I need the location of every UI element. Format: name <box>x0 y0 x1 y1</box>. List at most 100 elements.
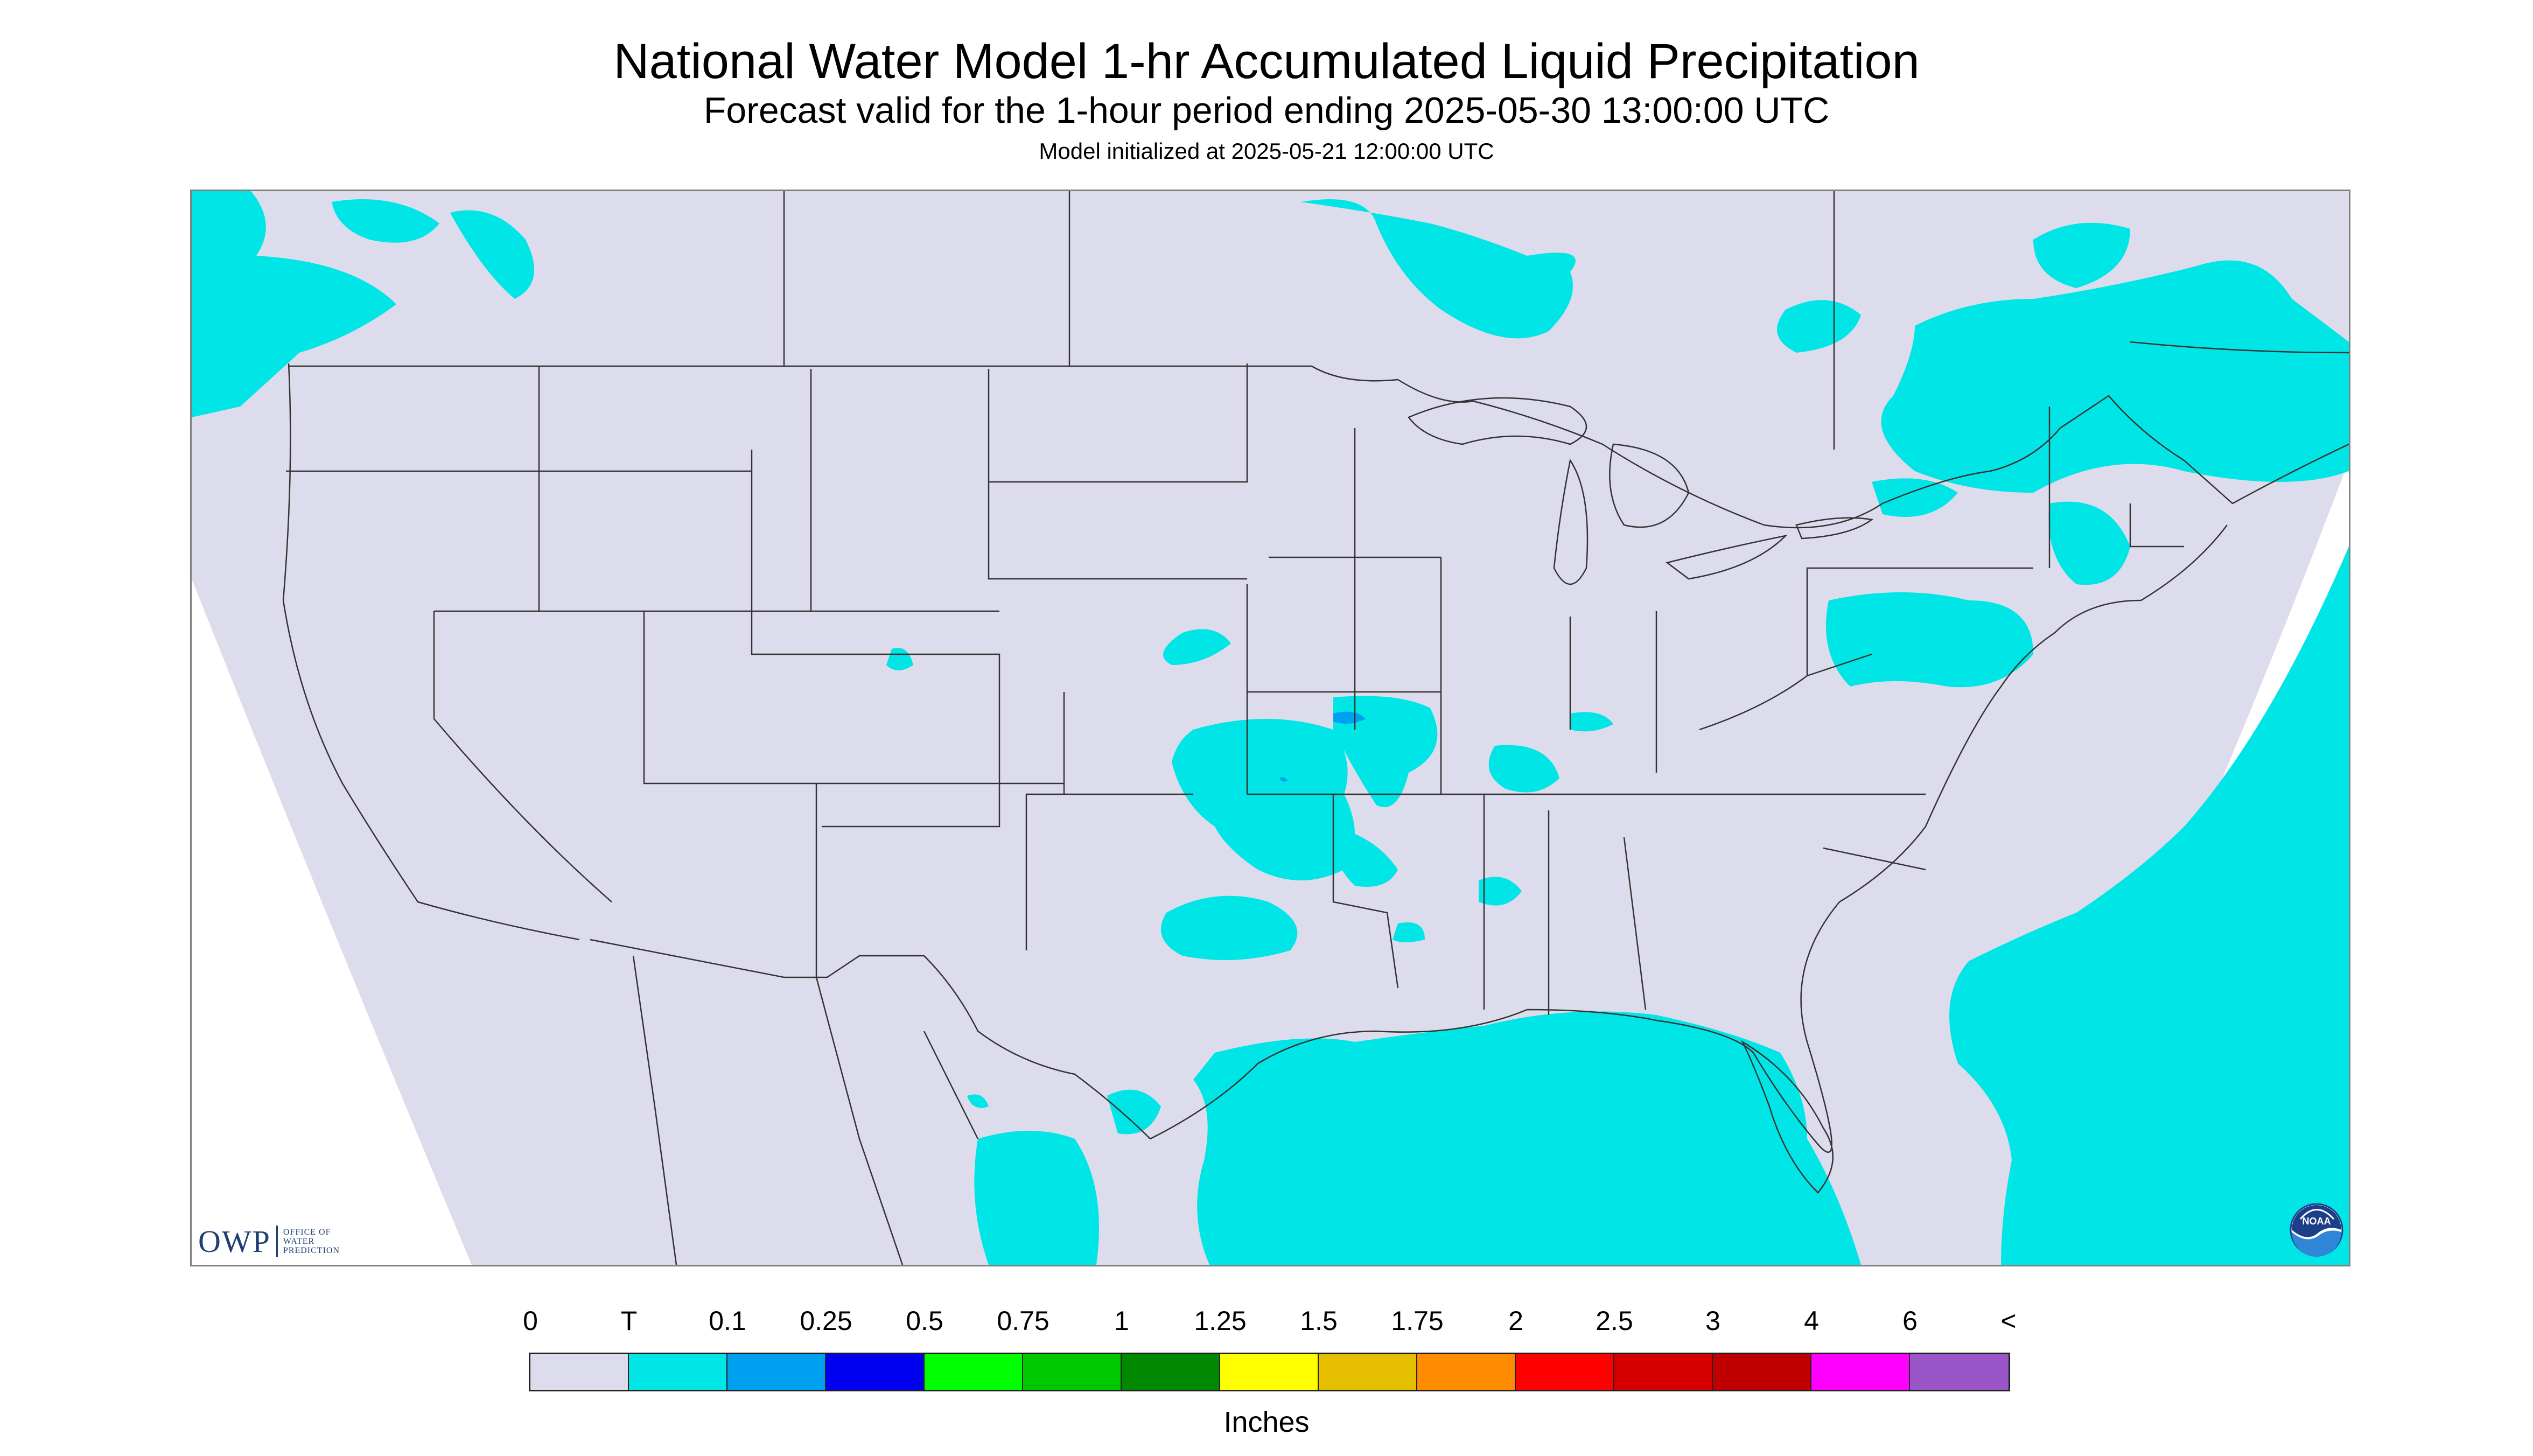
precip-area-new-england <box>2048 501 2130 585</box>
state-line-31 <box>2129 503 2184 548</box>
lake-huron <box>1609 443 1690 528</box>
precip-area-great-lakes-north <box>1301 199 1576 339</box>
legend-swatch-12 <box>1713 1354 1811 1390</box>
precip-area-pennsylvania <box>1826 592 2033 688</box>
legend-swatch-14 <box>1910 1354 2009 1390</box>
precip-area-hudson <box>1777 300 1861 353</box>
us-mexico-border <box>590 939 1151 1139</box>
legend-label-4: 0.5 <box>906 1306 943 1336</box>
precipitation-map <box>190 190 2350 1266</box>
state-line-25 <box>1699 653 1872 731</box>
precip-area-chihuahua <box>967 1094 989 1108</box>
precip-area-arkansas <box>1332 827 1398 887</box>
legend-color-bar <box>529 1353 2010 1391</box>
legend-label-14: 6 <box>1902 1306 1918 1336</box>
precip-area-northwest-small <box>332 199 439 243</box>
owp-logo-line2: WATER <box>283 1236 315 1246</box>
legend-labels: 0 T 0.1 0.25 0.5 0.75 1 1.25 1.5 1.75 2 2.5 3 4 6 < <box>0 1305 2533 1338</box>
lake-superior <box>1408 397 1587 445</box>
legend-label-12: 3 <box>1705 1306 1720 1336</box>
precip-light-areas <box>1279 711 1366 782</box>
precip-area-indiana <box>1488 745 1559 793</box>
precip-area-colorado <box>886 648 913 670</box>
legend-label-7: 1.25 <box>1194 1306 1247 1336</box>
legend-swatch-4 <box>925 1354 1023 1390</box>
precip-trace-areas <box>192 191 2349 1265</box>
legend-label-9: 1.75 <box>1391 1306 1444 1336</box>
legend-swatch-13 <box>1811 1354 1910 1390</box>
legend-swatch-6 <box>1122 1354 1220 1390</box>
precip-area-gulf <box>1193 1011 1861 1265</box>
mexico-state-2 <box>815 977 904 1265</box>
legend-swatch-3 <box>826 1354 925 1390</box>
state-line-2 <box>751 450 1000 828</box>
legend-label-15: < <box>2000 1306 2017 1336</box>
legend-units: Inches <box>1223 1406 1310 1438</box>
legend-swatch-8 <box>1319 1354 1417 1390</box>
owp-logo-line3: PREDICTION <box>283 1245 340 1255</box>
precip-area-ontario <box>1872 478 1958 517</box>
legend-label-13: 4 <box>1804 1306 1819 1336</box>
precip-area-texas-north <box>1161 895 1298 960</box>
noaa-logo: NOAA <box>2290 1203 2343 1257</box>
mexico-state-1 <box>632 955 677 1265</box>
precip-area-louisiana <box>1393 922 1425 942</box>
lake-ontario <box>1795 517 1874 540</box>
state-line-3 <box>988 369 1247 580</box>
owp-logo: OWP OFFICE OF WATER PREDICTION <box>198 1222 340 1260</box>
pacific-coastline <box>282 363 580 941</box>
canada-line-4 <box>2130 341 2349 354</box>
precip-area-mexico-ne <box>1107 1089 1161 1135</box>
legend-swatch-2 <box>727 1354 826 1390</box>
legend-label-11: 2.5 <box>1596 1306 1633 1336</box>
precip-area-kansas-oklahoma <box>1172 719 1355 880</box>
legend-swatch-11 <box>1614 1354 1713 1390</box>
lake-erie <box>1666 534 1788 580</box>
state-line-27 <box>1823 847 1926 871</box>
legend-label-1: T <box>620 1306 638 1336</box>
state-line-21 <box>1623 837 1647 1010</box>
legend-label-2: 0.1 <box>709 1306 746 1336</box>
state-line-7 <box>433 611 612 902</box>
precip-light-kansas <box>1279 777 1288 782</box>
noaa-logo-icon: NOAA <box>2290 1203 2343 1257</box>
legend-label-3: 0.25 <box>800 1306 852 1336</box>
florida-peninsula <box>1740 1040 1834 1194</box>
us-canada-border <box>289 365 2349 529</box>
precip-area-mississippi <box>1479 877 1522 906</box>
legend-label-8: 1.5 <box>1300 1306 1338 1336</box>
precip-area-nebraska <box>1163 629 1231 665</box>
precip-area-ohio-river <box>1570 712 1613 732</box>
precip-light-missouri <box>1333 711 1366 724</box>
precip-area-montana-north <box>450 210 534 299</box>
state-line-17 <box>1332 794 1399 989</box>
lake-michigan <box>1553 458 1589 585</box>
precip-area-missouri <box>1333 696 1438 807</box>
state-line-12 <box>1025 793 1064 950</box>
precip-area-quebec <box>1881 260 2349 493</box>
precip-area-atlantic <box>1949 547 2349 1265</box>
legend-label-10: 2 <box>1508 1306 1523 1336</box>
chart-title: National Water Model 1-hr Accumulated Li… <box>613 34 1920 89</box>
owp-logo-letters: OWP <box>198 1223 271 1259</box>
gulf-coastline <box>1150 524 2228 1153</box>
legend-swatch-7 <box>1220 1354 1319 1390</box>
precip-area-labrador <box>2033 222 2130 288</box>
precip-area-mexico-east <box>974 1131 1099 1265</box>
legend-label-5: 0.75 <box>997 1306 1049 1336</box>
owp-logo-line1: OFFICE OF <box>283 1227 331 1237</box>
state-line-8 <box>643 611 816 785</box>
forecast-valid-subtitle: Forecast valid for the 1-hour period end… <box>703 90 1830 131</box>
legend-swatch-0 <box>530 1354 629 1390</box>
legend-label-6: 1 <box>1114 1306 1129 1336</box>
legend-swatch-9 <box>1417 1354 1516 1390</box>
political-boundaries <box>282 191 2349 1265</box>
owp-logo-divider <box>276 1226 278 1257</box>
precip-area-northwest <box>192 191 396 417</box>
state-line-14 <box>989 363 1248 483</box>
state-line-26 <box>1806 567 2033 676</box>
mexico-state-3 <box>923 1031 979 1139</box>
legend-swatch-10 <box>1516 1354 1614 1390</box>
map-canvas <box>192 191 2349 1265</box>
